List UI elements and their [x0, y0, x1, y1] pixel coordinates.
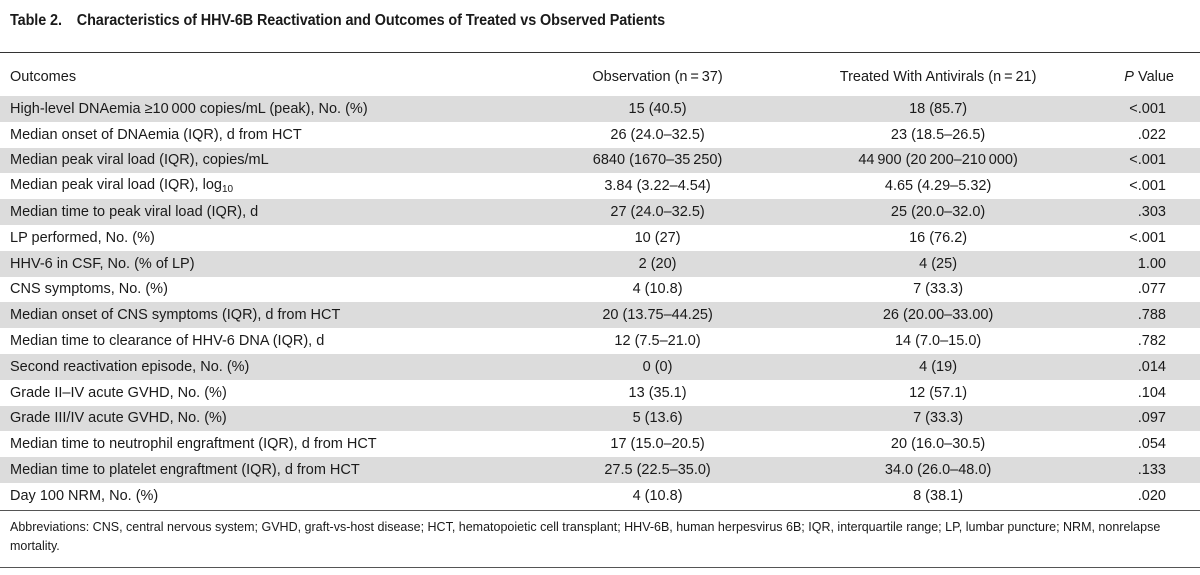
- header-row: Outcomes Observation (n = 37) Treated Wi…: [0, 63, 1200, 91]
- cell-observation: 17 (15.0–20.5): [610, 436, 705, 453]
- table-row: High-level DNAemia ≥10 000 copies/mL (pe…: [0, 96, 1200, 122]
- cell-outcome: Median peak viral load (IQR), log10: [0, 173, 519, 199]
- table-row: Median time to neutrophil engraftment (I…: [0, 431, 1200, 457]
- cell-observation: 5 (13.6): [518, 405, 797, 432]
- cell-outcome: Median time to peak viral load (IQR), d: [0, 199, 519, 225]
- top-rule: [0, 52, 1200, 53]
- table-row: Grade III/IV acute GVHD, No. (%) 5 (13.6…: [0, 405, 1200, 432]
- table-row: Median peak viral load (IQR), log10 3.84…: [0, 173, 1200, 199]
- cell-treated: 20 (16.0–30.5): [890, 436, 986, 453]
- cell-observation: 6840 (1670–35 250): [518, 147, 797, 174]
- cell-outcome: Median peak viral load (IQR), copies/mL: [0, 147, 519, 174]
- cell-p-value: .020: [1137, 487, 1166, 504]
- header-p-value: P Value: [1080, 63, 1200, 91]
- cell-observation: 27.5 (22.5–35.0): [518, 457, 797, 483]
- cell-p-value: .782: [1137, 333, 1166, 350]
- cell-treated: 4 (25): [796, 250, 1080, 277]
- cell-p-value: .097: [1079, 405, 1200, 432]
- p-italic-label: P: [1124, 69, 1134, 85]
- outcomes-table: Outcomes Observation (n = 37) Treated Wi…: [0, 63, 1200, 509]
- cell-outcome: HHV-6 in CSF, No. (% of LP): [0, 250, 519, 277]
- cell-treated: 4.65 (4.29–5.32): [884, 178, 992, 195]
- cell-treated: 7 (33.3): [913, 281, 964, 298]
- cell-outcome: Second reactivation episode, No. (%): [0, 353, 519, 380]
- cell-outcome: Median time to clearance of HHV-6 DNA (I…: [10, 333, 325, 350]
- cell-treated: 7 (33.3): [796, 405, 1080, 432]
- header-treated: Treated With Antivirals (n = 21): [839, 69, 1037, 85]
- cell-p-value: <.001: [1129, 178, 1166, 195]
- cell-observation: 0 (0): [518, 353, 797, 380]
- cell-observation: 20 (13.75–44.25): [518, 302, 797, 329]
- cell-p-value: .014: [1079, 353, 1200, 380]
- p-value-label: Value: [1133, 69, 1174, 85]
- bottom-rule: [0, 510, 1200, 511]
- cell-observation: 10 (27): [634, 229, 681, 246]
- cell-p-value: .303: [1079, 199, 1200, 225]
- table-row: Median time to peak viral load (IQR), d …: [0, 199, 1200, 225]
- table-header: Outcomes Observation (n = 37) Treated Wi…: [0, 63, 1200, 91]
- cell-treated: 23 (18.5–26.5): [890, 126, 986, 143]
- table-caption: Table 2. Characteristics of HHV-6B Reacti…: [10, 12, 665, 30]
- table-number: Table 2.: [10, 12, 62, 29]
- cell-treated: 14 (7.0–15.0): [894, 333, 982, 350]
- cell-p-value: .788: [1079, 302, 1200, 329]
- abbreviations-footnote: Abbreviations: CNS, central nervous syst…: [10, 520, 1161, 553]
- cell-treated: 26 (20.00–33.00): [796, 302, 1080, 329]
- table-row: Median onset of DNAemia (IQR), d from HC…: [0, 122, 1200, 148]
- table-row: Grade II–IV acute GVHD, No. (%) 13 (35.1…: [0, 380, 1200, 406]
- cell-outcome: Median onset of DNAemia (IQR), d from HC…: [10, 126, 302, 143]
- cell-treated: 34.0 (26.0–48.0): [796, 457, 1080, 483]
- table-row: Median time to clearance of HHV-6 DNA (I…: [0, 328, 1200, 354]
- cell-outcome-subscript: 10: [221, 184, 234, 196]
- cell-outcome: CNS symptoms, No. (%): [10, 281, 168, 298]
- cell-treated: 16 (76.2): [909, 229, 968, 246]
- cell-p-value: <.001: [1079, 96, 1200, 122]
- header-outcomes: Outcomes: [10, 69, 77, 85]
- cell-outcome: High-level DNAemia ≥10 000 copies/mL (pe…: [0, 96, 519, 122]
- cell-outcome: Grade III/IV acute GVHD, No. (%): [0, 405, 519, 432]
- cell-p-value: .133: [1079, 457, 1200, 483]
- cell-p-value: 1.00: [1079, 250, 1200, 277]
- table-row: HHV-6 in CSF, No. (% of LP) 2 (20) 4 (25…: [0, 250, 1200, 277]
- cell-outcome-main: Median peak viral load (IQR), log: [10, 177, 222, 194]
- cell-treated: 44 900 (20 200–210 000): [796, 147, 1080, 174]
- table-row: Second reactivation episode, No. (%) 0 (…: [0, 353, 1200, 380]
- cell-observation: 12 (7.5–21.0): [614, 333, 701, 350]
- cell-treated: 25 (20.0–32.0): [796, 199, 1080, 225]
- cell-outcome: Day 100 NRM, No. (%): [10, 487, 159, 504]
- table-row: Median onset of CNS symptoms (IQR), d fr…: [0, 302, 1200, 329]
- table-row: Median time to platelet engraftment (IQR…: [0, 457, 1200, 483]
- cell-treated: 8 (38.1): [913, 487, 964, 504]
- cell-observation: 27 (24.0–32.5): [518, 199, 797, 225]
- cell-observation: 13 (35.1): [628, 384, 687, 401]
- cell-treated: 12 (57.1): [909, 384, 968, 401]
- cell-outcome: LP performed, No. (%): [10, 229, 155, 246]
- cell-outcome: Median time to platelet engraftment (IQR…: [0, 457, 519, 483]
- cell-observation: 2 (20): [518, 250, 797, 277]
- table-row: Median peak viral load (IQR), copies/mL …: [0, 147, 1200, 174]
- cell-p-value: .022: [1137, 126, 1166, 143]
- table-row: CNS symptoms, No. (%) 4 (10.8) 7 (33.3) …: [0, 277, 1200, 303]
- cell-p-value: .054: [1137, 436, 1166, 453]
- table-row: LP performed, No. (%) 10 (27) 16 (76.2) …: [0, 225, 1200, 251]
- cell-observation: 26 (24.0–32.5): [610, 126, 705, 143]
- cell-observation: 4 (10.8): [632, 281, 683, 298]
- cell-outcome: Grade II–IV acute GVHD, No. (%): [10, 384, 227, 401]
- cell-p-value: .104: [1137, 384, 1166, 401]
- cell-treated: 4 (19): [796, 353, 1080, 380]
- table-title: Characteristics of HHV-6B Reactivation a…: [76, 12, 666, 29]
- cell-observation: 4 (10.8): [632, 487, 683, 504]
- header-observation: Observation (n = 37): [592, 69, 723, 85]
- end-rule: [0, 567, 1200, 568]
- cell-observation: 15 (40.5): [518, 96, 797, 122]
- cell-treated: 18 (85.7): [796, 96, 1080, 122]
- cell-observation: 3.84 (3.22–4.54): [604, 178, 711, 195]
- cell-p-value: .077: [1137, 281, 1166, 298]
- table-row: Day 100 NRM, No. (%) 4 (10.8) 8 (38.1) .…: [0, 483, 1200, 509]
- cell-p-value: <.001: [1079, 147, 1200, 174]
- table-body: High-level DNAemia ≥10 000 copies/mL (pe…: [0, 91, 1200, 509]
- cell-p-value: <.001: [1129, 229, 1166, 246]
- cell-outcome: Median time to neutrophil engraftment (I…: [10, 436, 377, 453]
- cell-outcome: Median onset of CNS symptoms (IQR), d fr…: [0, 302, 519, 329]
